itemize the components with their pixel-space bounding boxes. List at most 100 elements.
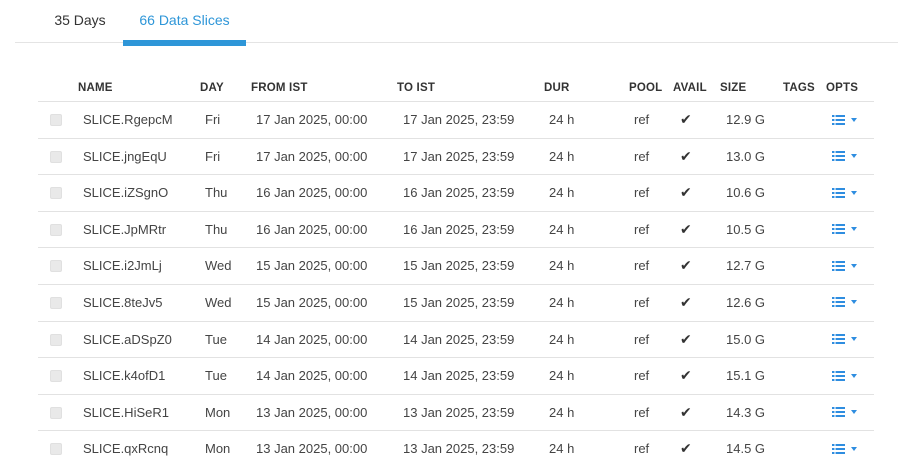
- slice-name[interactable]: SLICE.aDSpZ0: [83, 331, 172, 347]
- table-row[interactable]: SLICE.iZSgnO Thu 16 Jan 2025, 00:00 16 J…: [38, 174, 874, 211]
- tab-bar: 35 Days 66 Data Slices: [15, 0, 898, 46]
- caret-down-icon: [851, 337, 857, 342]
- caret-down-icon: [851, 117, 857, 122]
- slice-day: Mon: [205, 441, 231, 457]
- table-row[interactable]: SLICE.i2JmLj Wed 15 Jan 2025, 00:00 15 J…: [38, 247, 874, 284]
- slice-name[interactable]: SLICE.k4ofD1: [83, 368, 166, 384]
- row-checkbox[interactable]: [50, 260, 62, 273]
- slice-pool: ref: [634, 185, 650, 201]
- row-options-button[interactable]: [832, 285, 857, 320]
- slice-to: 13 Jan 2025, 23:59: [403, 404, 515, 420]
- check-icon: ✔: [680, 293, 692, 310]
- slice-duration: 24 h: [549, 368, 575, 384]
- row-checkbox[interactable]: [50, 223, 62, 236]
- slice-name[interactable]: SLICE.qxRcnq: [83, 441, 169, 457]
- slice-to: 14 Jan 2025, 23:59: [403, 331, 515, 347]
- table-row[interactable]: SLICE.aDSpZ0 Tue 14 Jan 2025, 00:00 14 J…: [38, 320, 874, 358]
- slice-from: 15 Jan 2025, 00:00: [256, 258, 368, 274]
- caret-down-icon: [851, 190, 857, 195]
- list-icon: [832, 407, 845, 418]
- slice-from: 17 Jan 2025, 00:00: [256, 112, 368, 127]
- slice-to: 13 Jan 2025, 23:59: [403, 441, 515, 457]
- row-options-button[interactable]: [832, 248, 857, 283]
- header-from[interactable]: FROM IST: [251, 82, 308, 94]
- slice-day: Wed: [205, 258, 232, 274]
- header-size[interactable]: SIZE: [720, 82, 747, 94]
- caret-down-icon: [851, 300, 857, 305]
- slice-from: 16 Jan 2025, 00:00: [256, 221, 368, 237]
- header-day[interactable]: DAY: [200, 82, 224, 94]
- row-options-button[interactable]: [832, 395, 857, 430]
- slice-day: Wed: [205, 294, 232, 310]
- slice-name[interactable]: SLICE.iZSgnO: [83, 185, 169, 201]
- row-checkbox[interactable]: [50, 406, 62, 419]
- slice-name[interactable]: SLICE.RgepcM: [83, 112, 173, 127]
- table-row[interactable]: SLICE.qxRcnq Mon 13 Jan 2025, 00:00 13 J…: [38, 430, 874, 466]
- list-icon: [832, 370, 845, 381]
- slice-to: 15 Jan 2025, 23:59: [403, 294, 515, 310]
- row-options-button[interactable]: [832, 431, 857, 466]
- list-icon: [832, 151, 845, 162]
- slice-name[interactable]: SLICE.JpMRtr: [83, 221, 167, 237]
- table-row[interactable]: SLICE.k4ofD1 Tue 14 Jan 2025, 00:00 14 J…: [38, 357, 874, 394]
- row-options-button[interactable]: [832, 102, 857, 137]
- header-avail[interactable]: AVAIL: [673, 82, 707, 94]
- table-row[interactable]: SLICE.8teJv5 Wed 15 Jan 2025, 00:00 15 J…: [38, 283, 874, 321]
- table-row[interactable]: SLICE.jngEqU Fri 17 Jan 2025, 00:00 17 J…: [38, 137, 874, 175]
- slice-name[interactable]: SLICE.HiSeR1: [83, 404, 169, 420]
- header-pool[interactable]: POOL: [629, 82, 663, 94]
- tab-data-slices[interactable]: 66 Data Slices: [123, 0, 246, 46]
- slice-name[interactable]: SLICE.8teJv5: [83, 294, 163, 310]
- slice-name[interactable]: SLICE.i2JmLj: [83, 258, 162, 274]
- table-row[interactable]: SLICE.HiSeR1 Mon 13 Jan 2025, 00:00 13 J…: [38, 393, 874, 431]
- row-checkbox[interactable]: [50, 114, 62, 126]
- caret-down-icon: [851, 227, 857, 232]
- slice-pool: ref: [634, 221, 650, 237]
- slice-duration: 24 h: [549, 221, 575, 237]
- check-icon: ✔: [680, 257, 692, 274]
- row-options-button[interactable]: [832, 139, 857, 174]
- table-row[interactable]: SLICE.RgepcM Fri 17 Jan 2025, 00:00 17 J…: [38, 101, 874, 138]
- slice-from: 16 Jan 2025, 00:00: [256, 185, 368, 201]
- slice-size: 12.6 G: [726, 294, 766, 310]
- check-icon: ✔: [680, 220, 692, 237]
- row-options-button[interactable]: [832, 175, 857, 210]
- slice-pool: ref: [634, 404, 650, 420]
- slice-from: 13 Jan 2025, 00:00: [256, 441, 368, 457]
- tab-days[interactable]: 35 Days: [54, 12, 106, 28]
- row-options-button[interactable]: [832, 358, 857, 393]
- slice-day: Thu: [205, 221, 228, 237]
- list-icon: [832, 224, 845, 235]
- row-checkbox[interactable]: [50, 296, 62, 309]
- slice-from: 15 Jan 2025, 00:00: [256, 294, 368, 310]
- slice-duration: 24 h: [549, 404, 575, 420]
- slice-duration: 24 h: [549, 441, 575, 457]
- caret-down-icon: [851, 446, 857, 451]
- header-to[interactable]: TO IST: [397, 82, 436, 94]
- slice-from: 14 Jan 2025, 00:00: [256, 331, 368, 347]
- header-name[interactable]: NAME: [78, 82, 113, 94]
- slice-size: 10.5 G: [726, 221, 766, 237]
- slice-size: 13.0 G: [726, 148, 766, 164]
- header-tags[interactable]: TAGS: [783, 82, 815, 94]
- slice-to: 16 Jan 2025, 23:59: [403, 221, 515, 237]
- slice-pool: ref: [634, 441, 650, 457]
- row-checkbox[interactable]: [50, 370, 62, 383]
- list-icon: [832, 297, 845, 308]
- slice-pool: ref: [634, 331, 650, 347]
- row-checkbox[interactable]: [50, 443, 62, 456]
- row-options-button[interactable]: [832, 322, 857, 357]
- list-icon: [832, 334, 845, 345]
- slice-duration: 24 h: [549, 112, 575, 127]
- slice-day: Fri: [205, 112, 221, 127]
- row-options-button[interactable]: [832, 212, 857, 247]
- slice-day: Tue: [205, 368, 227, 384]
- header-dur[interactable]: DUR: [544, 82, 570, 94]
- check-icon: ✔: [680, 330, 692, 347]
- slice-size: 12.9 G: [726, 112, 766, 127]
- row-checkbox[interactable]: [50, 187, 62, 200]
- slice-name[interactable]: SLICE.jngEqU: [83, 148, 167, 164]
- row-checkbox[interactable]: [50, 333, 62, 346]
- row-checkbox[interactable]: [50, 150, 62, 163]
- table-row[interactable]: SLICE.JpMRtr Thu 16 Jan 2025, 00:00 16 J…: [38, 210, 874, 248]
